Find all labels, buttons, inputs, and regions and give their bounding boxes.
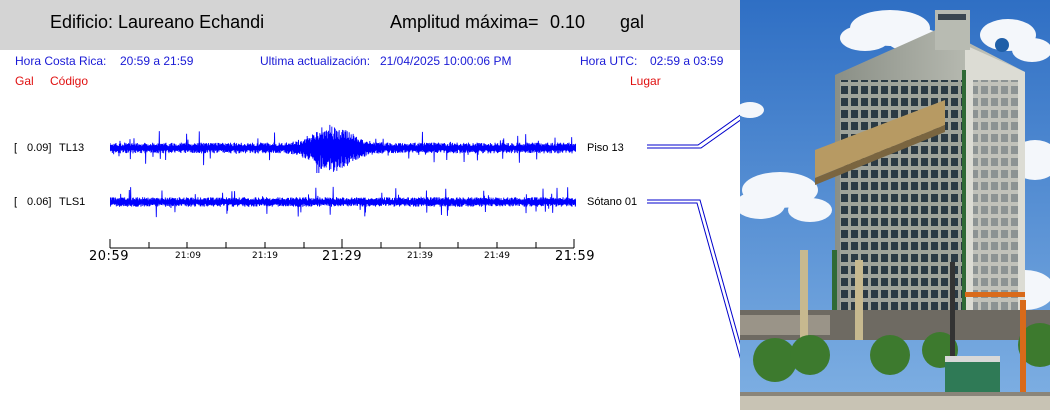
station-1-bracket: [ [14, 142, 18, 154]
building-photo [740, 0, 1050, 410]
seismogram-trace-tls1 [110, 186, 576, 218]
max-amplitude-label: Amplitud máxima= [390, 12, 539, 32]
station-2-amplitude: 0.06] [27, 196, 52, 208]
axis-label-2149: 21:49 [484, 251, 510, 261]
last-update-value: 21/04/2025 10:00:06 PM [380, 54, 512, 68]
costa-rica-time-value: 20:59 a 21:59 [120, 54, 194, 68]
column-header-gal: Gal [15, 74, 34, 88]
axis-label-2139: 21:39 [407, 251, 433, 261]
costa-rica-time-label: Hora Costa Rica: [15, 54, 107, 68]
last-update-label: Ultima actualización: [260, 54, 371, 68]
building-title: Edificio: Laureano Echandi [50, 12, 265, 32]
header-bar: Edificio: Laureano Echandi Amplitud máxi… [0, 0, 740, 50]
seismogram-trace-tl13 [110, 124, 576, 173]
max-amplitude-unit: gal [620, 12, 645, 32]
column-header-place: Lugar [630, 74, 661, 88]
station-2-place: Sótano 01 [587, 196, 638, 208]
max-amplitude-value: 0.10 [550, 12, 586, 32]
axis-label-2059: 20:59 [89, 249, 129, 264]
station-1-amplitude: 0.09] [27, 142, 52, 154]
station-1-code: TL13 [59, 142, 85, 154]
utc-time-value: 02:59 a 03:59 [650, 54, 724, 68]
station-2-bracket: [ [14, 196, 18, 208]
station-1-place: Piso 13 [587, 142, 624, 154]
axis-label-2159: 21:59 [555, 249, 595, 264]
axis-label-2129: 21:29 [322, 249, 362, 264]
station-2-code: TLS1 [59, 196, 86, 208]
axis-label-2109: 21:09 [175, 251, 201, 261]
time-axis [109, 239, 575, 249]
axis-label-2119: 21:19 [252, 251, 278, 261]
utc-time-label: Hora UTC: [580, 54, 638, 68]
column-header-code: Código [50, 74, 89, 88]
